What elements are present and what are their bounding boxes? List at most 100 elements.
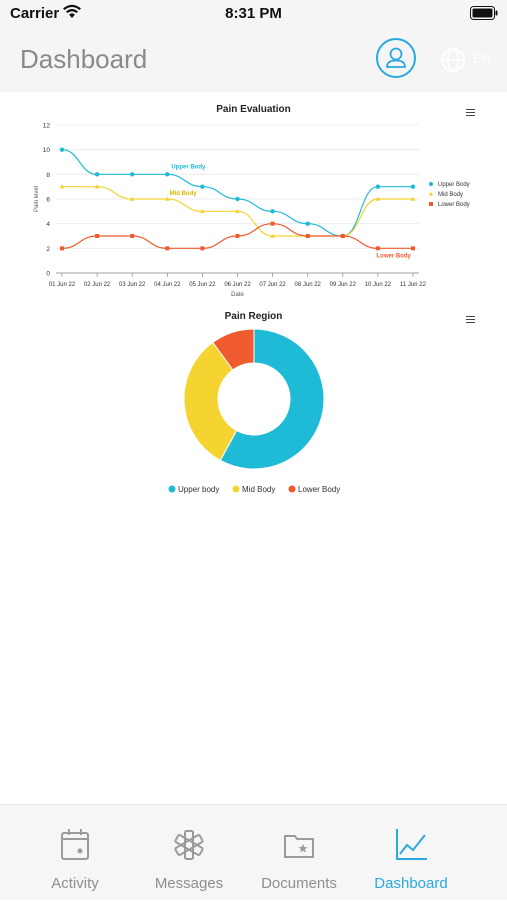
tab-messages-label: Messages (154, 875, 224, 892)
legend-marker (428, 191, 434, 196)
data-point (129, 196, 135, 201)
y-tick-label: 12 (43, 123, 51, 130)
y-axis-label: Pain level (34, 186, 40, 212)
data-point (164, 196, 170, 201)
x-tick-label: 11 Jun 22 (400, 282, 427, 288)
legend-marker (168, 485, 176, 493)
data-point (94, 184, 100, 189)
data-point (200, 208, 205, 214)
donut-slice (212, 328, 255, 371)
legend-marker (429, 202, 433, 206)
line-chart-menu-icon[interactable] (466, 109, 475, 116)
language-label[interactable]: EN (473, 51, 492, 66)
clock: 8:31 PM (225, 5, 282, 22)
chart-line-icon (396, 829, 427, 860)
wifi-icon (63, 4, 81, 18)
y-tick-label: 2 (46, 246, 50, 253)
data-point (410, 184, 416, 189)
legend-item: Upper Body (429, 182, 470, 188)
legend-label: Upper body (178, 485, 219, 494)
data-point (375, 246, 380, 251)
data-point (200, 184, 205, 189)
data-point (59, 147, 65, 152)
data-point (235, 196, 240, 202)
folder-star-icon (284, 835, 314, 858)
legend-item: Mid Body (232, 485, 275, 494)
x-tick-label: 08 Jun 22 (295, 282, 322, 288)
x-tick-label: 02 Jun 22 (84, 282, 111, 288)
legend-label: Mid Body (242, 485, 275, 494)
data-point (375, 184, 381, 189)
data-point (130, 234, 135, 238)
y-tick-label: 6 (46, 197, 50, 204)
globe-icon[interactable] (440, 47, 466, 73)
legend-marker (232, 485, 240, 493)
data-point (165, 246, 170, 251)
tab-activity[interactable]: Activity (12, 805, 138, 901)
tab-dashboard-label: Dashboard (374, 875, 448, 892)
annotation-upper-body: Upper Body (171, 164, 206, 170)
data-point (270, 209, 275, 214)
data-point (305, 234, 310, 238)
data-point (94, 172, 100, 177)
calendar-icon (61, 829, 89, 860)
legend-label: Mid Body (438, 192, 463, 198)
x-tick-label: 03 Jun 22 (119, 282, 146, 288)
legend-marker (429, 182, 433, 186)
legend-item: Lower Body (429, 202, 470, 208)
data-point (305, 221, 310, 226)
data-point (410, 196, 416, 201)
profile-button[interactable] (376, 38, 416, 78)
legend-item: Lower Body (288, 485, 340, 494)
status-bar: Carrier 8:31 PM (0, 0, 507, 28)
data-point (95, 234, 100, 238)
donut-slice (219, 328, 325, 470)
y-tick-label: 4 (46, 221, 50, 228)
donut-chart: Upper body Mid Body Lower Body (168, 328, 340, 494)
data-point (60, 246, 64, 251)
donut-chart-title: Pain Region (224, 311, 283, 322)
data-point (270, 233, 275, 238)
legend-item: Upper body (168, 485, 219, 494)
page-title: Dashboard (20, 44, 148, 74)
data-point (340, 234, 345, 238)
y-tick-label: 10 (43, 147, 51, 154)
carrier-label: Carrier (10, 5, 60, 22)
legend-label: Lower Body (298, 485, 340, 494)
x-tick-label: 04 Jun 22 (154, 282, 181, 288)
x-tick-label: 06 Jun 22 (224, 282, 251, 288)
data-point (130, 172, 135, 177)
tab-messages[interactable]: Messages (126, 805, 252, 901)
x-tick-label: 01 Jun 22 (49, 282, 76, 288)
data-point (270, 221, 275, 226)
app-header: Dashboard EN (0, 28, 507, 92)
tab-bar: Activity Messages Documents Dashboard (0, 804, 507, 900)
data-point (375, 196, 381, 201)
x-tick-label: 09 Jun 22 (330, 282, 357, 288)
legend-marker (288, 485, 296, 493)
line-chart-title: Pain Evaluation (216, 104, 291, 115)
tab-activity-label: Activity (51, 875, 99, 892)
chart-area: Pain Evaluation 0 2 4 6 8 10 12 01 Jun 22 02 Jun… (0, 92, 507, 512)
x-axis-label: Date (231, 292, 244, 298)
legend-label: Upper Body (438, 182, 470, 188)
line-chart: 0 2 4 6 8 10 12 01 Jun 22 02 Jun 22 03 Jun 22 04 J… (34, 123, 470, 299)
legend-item: Mid Body (428, 191, 463, 198)
donut-chart-menu-icon[interactable] (466, 316, 475, 323)
x-tick-label: 05 Jun 22 (189, 282, 216, 288)
tab-documents[interactable]: Documents (236, 805, 362, 901)
battery-icon (470, 6, 498, 20)
data-point (59, 184, 65, 189)
x-tick-label: 10 Jun 22 (365, 282, 392, 288)
user-icon (386, 47, 406, 68)
data-point (235, 208, 240, 214)
annotation-mid-body: Mid Body (170, 191, 198, 197)
y-tick-label: 0 (46, 271, 50, 278)
donut-slice (183, 341, 238, 462)
y-tick-label: 8 (46, 172, 50, 179)
data-point (235, 234, 240, 238)
annotation-lower-body: Lower Body (377, 253, 412, 259)
tab-dashboard[interactable]: Dashboard (348, 805, 474, 901)
tab-documents-label: Documents (261, 875, 337, 892)
data-point (200, 246, 205, 251)
